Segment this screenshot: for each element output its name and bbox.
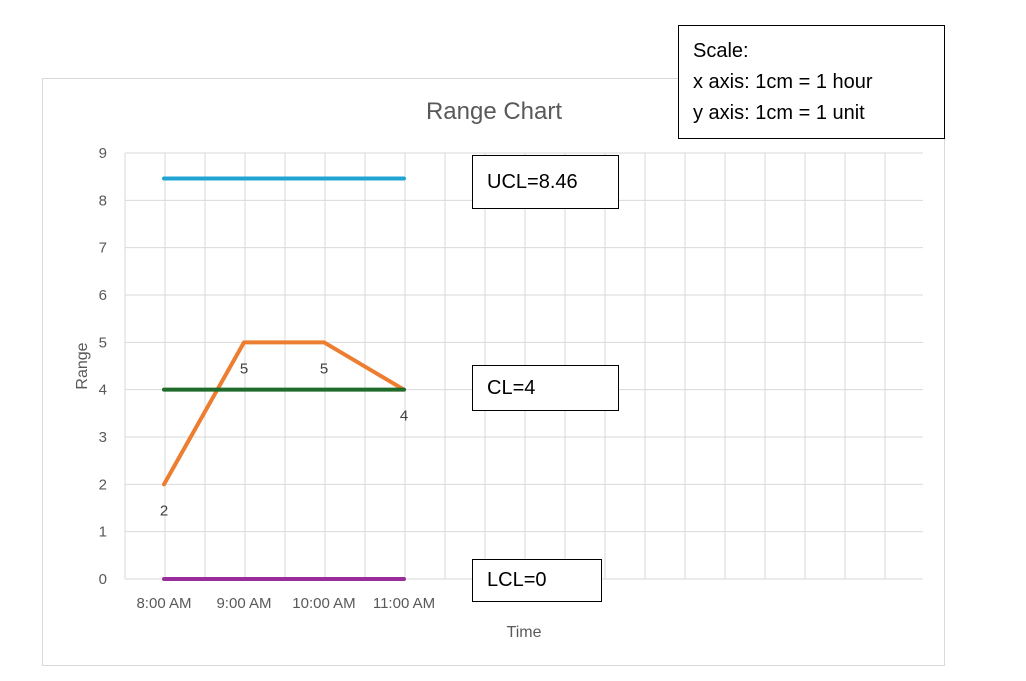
lcl-annotation: LCL=0 [472, 559, 602, 602]
y-tick-label-1: 1 [99, 524, 107, 541]
y-tick-label-2: 2 [99, 476, 107, 493]
x-tick-label-2: 10:00 AM [292, 595, 355, 612]
cl-annotation: CL=4 [472, 365, 619, 411]
y-tick-label-9: 9 [99, 145, 107, 162]
x-tick-label-1: 9:00 AM [216, 595, 271, 612]
data-labels: 2 5 5 4 [160, 360, 408, 519]
data-label-3: 4 [400, 408, 408, 425]
scale-heading: Scale: [693, 40, 749, 62]
y-axis-ticks: 0 1 2 3 4 5 6 7 8 9 [99, 145, 107, 588]
x-tick-label-0: 8:00 AM [136, 595, 191, 612]
range-line [162, 340, 406, 487]
x-axis-title: Time [507, 624, 542, 641]
x-axis-ticks: 8:00 AM 9:00 AM 10:00 AM 11:00 AM [136, 595, 435, 612]
y-tick-label-7: 7 [99, 240, 107, 257]
y-tick-label-4: 4 [99, 382, 107, 399]
series-lines [162, 176, 406, 581]
y-tick-label-5: 5 [99, 334, 107, 351]
scale-note-box: Scale: x axis: 1cm = 1 hour y axis: 1cm … [678, 25, 945, 139]
scale-y-axis: y axis: 1cm = 1 unit [693, 102, 865, 124]
y-tick-label-3: 3 [99, 429, 107, 446]
ucl-annotation: UCL=8.46 [472, 155, 619, 209]
data-label-2: 5 [320, 360, 328, 377]
y-tick-label-6: 6 [99, 287, 107, 304]
data-label-0: 2 [160, 502, 168, 519]
scale-x-axis: x axis: 1cm = 1 hour [693, 71, 873, 93]
y-tick-label-0: 0 [99, 571, 107, 588]
y-axis-title: Range [74, 342, 91, 389]
data-label-1: 5 [240, 360, 248, 377]
range-chart-svg: Range Chart 0 1 2 3 4 5 6 7 8 9 8:00 AM 9:00 AM 10:… [74, 98, 923, 641]
y-tick-label-8: 8 [99, 192, 107, 209]
chart-title: Range Chart [426, 98, 562, 125]
x-tick-label-3: 11:00 AM [373, 595, 435, 612]
